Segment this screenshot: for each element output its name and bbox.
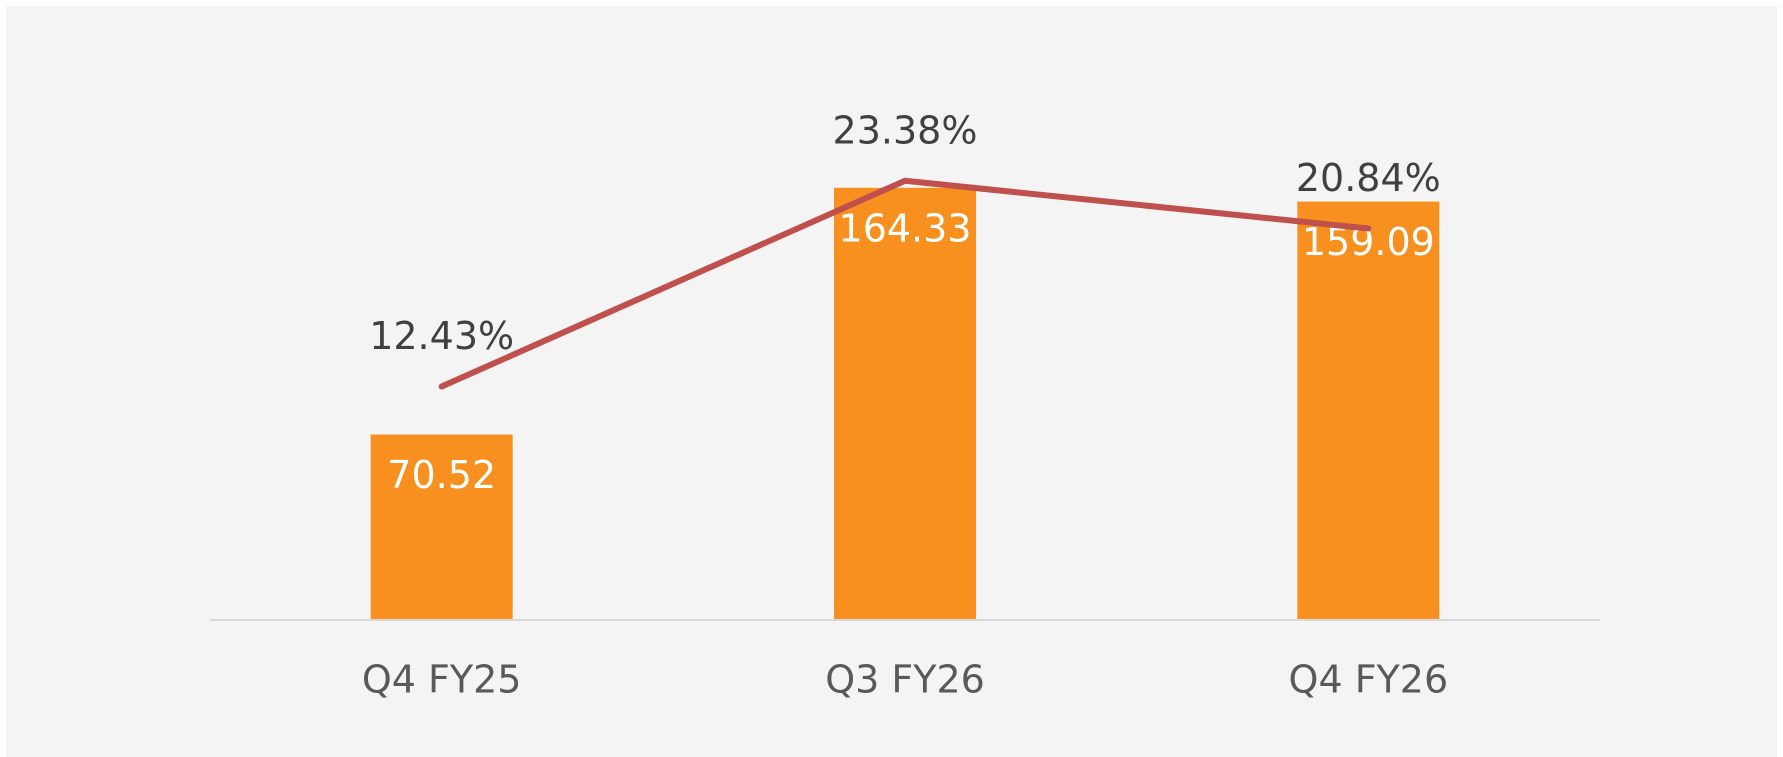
bar: [834, 187, 976, 620]
x-tick-label: Q4 FY26: [1289, 658, 1449, 702]
x-tick-label: Q4 FY25: [362, 658, 522, 702]
bar-value-label: 70.52: [387, 453, 496, 497]
line-value-label: 20.84%: [1296, 156, 1441, 200]
line: [438, 177, 1372, 390]
bar: [1297, 201, 1440, 620]
line-value-label: 12.43%: [369, 314, 514, 358]
x-tick-label: Q3 FY26: [825, 658, 985, 702]
bar: [370, 434, 513, 620]
line-value-label: 23.38%: [833, 108, 978, 152]
bar-value-label: 164.33: [839, 206, 972, 250]
